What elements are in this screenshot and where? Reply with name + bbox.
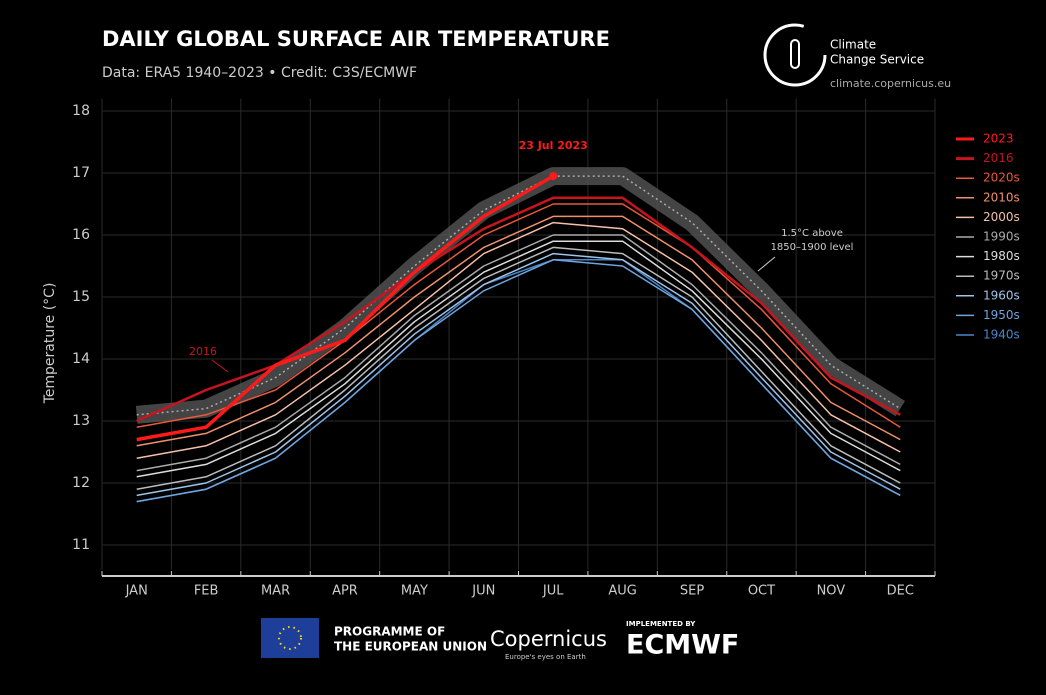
logo-ring <box>763 23 827 87</box>
legend-label: 2016 <box>983 151 1014 165</box>
threshold-line <box>136 175 901 416</box>
threshold-label: 1850–1900 level <box>771 242 854 253</box>
copernicus-tagline: Europe's eyes on Earth <box>505 653 586 661</box>
series-line <box>136 196 901 423</box>
legend-label: 1970s <box>983 269 1020 283</box>
legend-label: 2010s <box>983 190 1020 204</box>
logo-url: climate.copernicus.eu <box>830 77 951 90</box>
legend-label: 2020s <box>983 171 1020 185</box>
legend-label: 1990s <box>983 230 1020 244</box>
series-line <box>136 240 901 478</box>
eu-flag <box>261 618 319 658</box>
x-tick-label: JAN <box>125 584 148 599</box>
series-line <box>136 246 901 490</box>
series-line <box>136 215 901 447</box>
y-tick-label: 12 <box>72 475 90 491</box>
y-tick-label: 17 <box>72 165 90 181</box>
x-tick-label: MAY <box>401 584 428 599</box>
legend-label: 1940s <box>983 328 1020 342</box>
plot: 11 12 13 14 15 16 17 18 JAN FEB MAR APR MAY JUN JUL AUG… <box>72 98 1020 599</box>
x-tick-label: NOV <box>817 584 846 599</box>
logo-thermo <box>790 39 800 69</box>
x-tick-label: JUN <box>471 584 495 599</box>
ecmwf: ECMWF <box>626 630 739 661</box>
legend-label: 1980s <box>983 249 1020 263</box>
y-axis-label: Temperature (°C) <box>42 283 58 405</box>
y-tick-label: 16 <box>72 227 90 243</box>
x-tick-label: AUG <box>608 584 636 599</box>
highlight-point <box>549 172 558 181</box>
series-line <box>136 234 901 472</box>
annotation: 23 Jul 2023 <box>519 139 588 152</box>
copernicus: Copernicus <box>490 627 607 651</box>
legend-label: 2023 <box>983 132 1014 146</box>
series-line <box>136 203 901 428</box>
footer-text: IMPLEMENTED BY <box>626 620 696 628</box>
annotation: 2016 <box>189 345 217 358</box>
x-tick-label: DEC <box>887 584 914 599</box>
x-tick-label: MAR <box>261 584 290 599</box>
x-tick-label: OCT <box>748 584 775 599</box>
annotation-arrow <box>211 359 229 373</box>
y-tick-label: 11 <box>72 537 90 553</box>
y-tick-label: 14 <box>72 351 90 367</box>
y-tick-label: 15 <box>72 289 90 305</box>
logo-text: Climate <box>830 38 876 52</box>
chart-title: DAILY GLOBAL SURFACE AIR TEMPERATURE <box>102 27 610 51</box>
logo-text: Change Service <box>830 53 924 67</box>
threshold-label: 1.5°C above <box>781 228 843 239</box>
series-line <box>136 252 901 497</box>
legend-label: 1960s <box>983 288 1020 302</box>
x-tick-label: APR <box>332 584 358 599</box>
chart-subtitle: Data: ERA5 1940–2023 • Credit: C3S/ECMWF <box>102 65 417 81</box>
footer-text: PROGRAMME OF <box>334 625 445 639</box>
x-tick-label: FEB <box>194 584 219 599</box>
series-line <box>136 221 901 459</box>
eu-stars <box>278 626 302 650</box>
y-tick-label: 13 <box>72 413 90 429</box>
footer-text: THE EUROPEAN UNION <box>334 640 487 654</box>
x-tick-label: SEP <box>680 584 704 599</box>
x-tick-label: JUL <box>542 584 564 599</box>
legend-label: 2000s <box>983 210 1020 224</box>
threshold-arrow <box>757 256 776 272</box>
series-line <box>136 259 901 503</box>
y-tick-label: 18 <box>72 103 90 119</box>
series-line <box>136 174 555 442</box>
legend-label: 1950s <box>983 308 1020 322</box>
